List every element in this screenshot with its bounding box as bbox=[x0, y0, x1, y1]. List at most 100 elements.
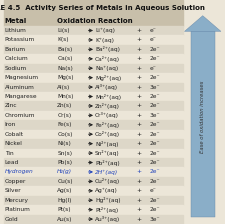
Text: Pt(s): Pt(s) bbox=[57, 207, 71, 212]
Text: +: + bbox=[136, 66, 141, 71]
Text: Zinc: Zinc bbox=[4, 103, 17, 108]
Text: +: + bbox=[136, 28, 141, 33]
Bar bbox=[4, 0, 183, 15]
Text: 2e⁻: 2e⁻ bbox=[149, 94, 160, 99]
Text: Lead: Lead bbox=[4, 160, 19, 165]
Text: Calcium: Calcium bbox=[4, 56, 28, 61]
Text: +: + bbox=[136, 94, 141, 99]
Text: Platinum: Platinum bbox=[4, 207, 31, 212]
Text: Copper: Copper bbox=[4, 179, 26, 184]
Text: Ni²⁺(aq): Ni²⁺(aq) bbox=[95, 141, 119, 147]
Text: Cu(s): Cu(s) bbox=[57, 179, 73, 184]
Text: 3e⁻: 3e⁻ bbox=[149, 85, 160, 90]
Text: Silver: Silver bbox=[4, 188, 21, 193]
Text: Mg²⁺(aq): Mg²⁺(aq) bbox=[95, 75, 121, 81]
Text: Co(s): Co(s) bbox=[57, 132, 73, 137]
Bar bbox=[4, 215, 183, 224]
Bar bbox=[4, 158, 183, 167]
Bar bbox=[4, 177, 183, 186]
Text: H₂(g): H₂(g) bbox=[57, 169, 72, 174]
Text: Li(s): Li(s) bbox=[57, 28, 70, 33]
Text: Chromium: Chromium bbox=[4, 113, 35, 118]
Text: 3e⁻: 3e⁻ bbox=[149, 113, 160, 118]
Text: 2e⁻: 2e⁻ bbox=[149, 122, 160, 127]
Text: Na⁺(aq): Na⁺(aq) bbox=[95, 66, 118, 71]
Text: Fe(s): Fe(s) bbox=[57, 122, 72, 127]
Text: +: + bbox=[136, 47, 141, 52]
Text: K(s): K(s) bbox=[57, 37, 69, 42]
Bar bbox=[4, 83, 183, 92]
Bar bbox=[4, 45, 183, 54]
Text: Hg(l): Hg(l) bbox=[57, 198, 72, 203]
Text: +: + bbox=[136, 160, 141, 165]
Text: Gold: Gold bbox=[4, 217, 18, 222]
Text: e⁻: e⁻ bbox=[149, 66, 156, 71]
Text: +: + bbox=[136, 151, 141, 156]
Text: Cobalt: Cobalt bbox=[4, 132, 24, 137]
Text: Lithium: Lithium bbox=[4, 28, 27, 33]
Text: 2e⁻: 2e⁻ bbox=[149, 103, 160, 108]
Text: Iron: Iron bbox=[4, 122, 16, 127]
Text: e⁻: e⁻ bbox=[149, 188, 156, 193]
Text: 2e⁻: 2e⁻ bbox=[149, 56, 160, 61]
Text: Hg²⁺(aq): Hg²⁺(aq) bbox=[95, 197, 121, 203]
Text: Aluminum: Aluminum bbox=[4, 85, 34, 90]
Text: Sn²⁺(aq): Sn²⁺(aq) bbox=[95, 150, 120, 156]
Text: Magnesium: Magnesium bbox=[4, 75, 39, 80]
Text: Ba²⁺(aq): Ba²⁺(aq) bbox=[95, 46, 120, 52]
Text: +: + bbox=[136, 169, 141, 174]
Text: +: + bbox=[136, 85, 141, 90]
Text: 3e⁻: 3e⁻ bbox=[149, 217, 160, 222]
Bar bbox=[4, 130, 183, 139]
Text: Al(s): Al(s) bbox=[57, 85, 71, 90]
Bar bbox=[4, 64, 183, 73]
Bar bbox=[4, 111, 183, 120]
Text: 2e⁻: 2e⁻ bbox=[149, 141, 160, 146]
Text: Mercury: Mercury bbox=[4, 198, 29, 203]
Bar bbox=[4, 120, 183, 130]
Text: Ag(s): Ag(s) bbox=[57, 188, 73, 193]
Text: Li⁺(aq): Li⁺(aq) bbox=[95, 28, 115, 33]
Text: Ag⁺(aq): Ag⁺(aq) bbox=[95, 188, 118, 193]
Bar bbox=[4, 26, 183, 35]
Text: 2e⁻: 2e⁻ bbox=[149, 132, 160, 137]
Text: +: + bbox=[136, 56, 141, 61]
Text: Mn²⁺(aq): Mn²⁺(aq) bbox=[95, 93, 121, 99]
Text: +: + bbox=[136, 198, 141, 203]
Text: Cr³⁺(aq): Cr³⁺(aq) bbox=[95, 112, 119, 118]
Text: Zn(s): Zn(s) bbox=[57, 103, 73, 108]
Bar bbox=[4, 196, 183, 205]
Text: +: + bbox=[136, 103, 141, 108]
Text: TABLE 4.5  Activity Series of Metals in Aqueous Solution: TABLE 4.5 Activity Series of Metals in A… bbox=[0, 5, 205, 11]
Text: Cr(s): Cr(s) bbox=[57, 113, 72, 118]
Text: +: + bbox=[136, 37, 141, 42]
Bar bbox=[4, 167, 183, 177]
Text: Mangarese: Mangarese bbox=[4, 94, 37, 99]
Bar bbox=[191, 31, 215, 217]
Text: 2e⁻: 2e⁻ bbox=[149, 169, 160, 174]
Text: 2e⁻: 2e⁻ bbox=[149, 179, 160, 184]
Text: Hydrogen: Hydrogen bbox=[4, 169, 33, 174]
Text: e⁻: e⁻ bbox=[149, 28, 156, 33]
Text: Cu²⁺(aq): Cu²⁺(aq) bbox=[95, 178, 120, 184]
Text: 2e⁻: 2e⁻ bbox=[149, 207, 160, 212]
Text: Pt²⁺(aq): Pt²⁺(aq) bbox=[95, 207, 118, 213]
Text: Ba(s): Ba(s) bbox=[57, 47, 73, 52]
Bar bbox=[4, 92, 183, 101]
Text: Pb²⁺(aq): Pb²⁺(aq) bbox=[95, 159, 120, 166]
Text: Ca²⁺(aq): Ca²⁺(aq) bbox=[95, 56, 120, 62]
Bar bbox=[4, 205, 183, 215]
Bar bbox=[4, 139, 183, 149]
Text: Au(s): Au(s) bbox=[57, 217, 73, 222]
Text: Ease of oxidation increases: Ease of oxidation increases bbox=[200, 80, 205, 153]
Text: 2e⁻: 2e⁻ bbox=[149, 160, 160, 165]
Text: +: + bbox=[136, 141, 141, 146]
Bar bbox=[4, 54, 183, 64]
Bar bbox=[4, 101, 183, 111]
Bar bbox=[4, 186, 183, 196]
Text: Sn(s): Sn(s) bbox=[57, 151, 72, 156]
Text: Al³⁺(aq): Al³⁺(aq) bbox=[95, 84, 118, 90]
Text: +: + bbox=[136, 188, 141, 193]
Text: Tin: Tin bbox=[4, 151, 13, 156]
Text: Sodium: Sodium bbox=[4, 66, 27, 71]
